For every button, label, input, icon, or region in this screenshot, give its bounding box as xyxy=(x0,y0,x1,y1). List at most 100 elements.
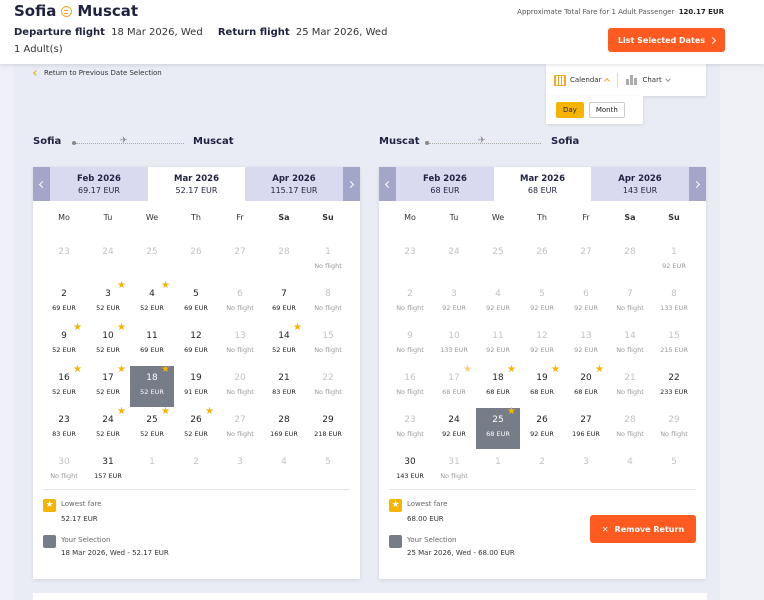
destination-city: Muscat xyxy=(77,2,139,20)
back-link[interactable]: Return to Previous Date Selection xyxy=(33,69,162,77)
day-number: 11 xyxy=(146,331,158,341)
day-cell[interactable]: 5 69 EUR xyxy=(174,282,218,323)
selected-day-cell[interactable]: 18 52 EUR ★ xyxy=(130,364,174,407)
month-tab-next[interactable]: Apr 2026 143 EUR xyxy=(591,167,689,201)
day-cell[interactable]: 30 143 EUR xyxy=(388,450,432,491)
day-number: 15 xyxy=(668,331,680,341)
day-number: 10 xyxy=(102,331,114,341)
day-cell[interactable]: 28 169 EUR xyxy=(262,408,306,449)
month-mode-button[interactable]: Month xyxy=(588,102,625,118)
view-switcher: Calendar Chart xyxy=(546,64,706,96)
day-price: 69 EUR xyxy=(272,304,296,312)
day-cell[interactable]: 25 52 EUR ★ xyxy=(130,406,174,449)
month-tab-current[interactable]: Mar 2026 68 EUR xyxy=(494,167,591,201)
weekday-header: Fr xyxy=(236,213,244,222)
day-price: 92 EUR xyxy=(442,304,466,312)
return-value: 25 Mar 2026, Wed xyxy=(295,27,388,38)
day-cell: 24 xyxy=(432,240,476,281)
day-cell[interactable]: 17 52 EUR ★ xyxy=(86,364,130,407)
day-cell[interactable]: 10 52 EUR ★ xyxy=(86,322,130,365)
day-cell[interactable]: 11 69 EUR xyxy=(130,324,174,365)
day-cell[interactable]: 24 92 EUR xyxy=(432,408,476,449)
day-cell[interactable]: 31 157 EUR xyxy=(86,450,130,491)
chart-view-option[interactable]: Chart xyxy=(618,75,677,85)
day-cell[interactable]: 20 68 EUR ★ xyxy=(564,364,608,407)
day-number: 26 xyxy=(536,415,548,425)
day-price: No flight xyxy=(314,388,342,396)
prev-month-button[interactable] xyxy=(379,167,396,201)
day-cell[interactable]: 22 233 EUR xyxy=(652,366,696,407)
day-number: 26 xyxy=(190,415,202,425)
day-cell[interactable]: 26 92 EUR xyxy=(520,408,564,449)
day-number: 19 xyxy=(536,373,548,383)
star-icon: ★ xyxy=(73,364,82,375)
day-cell[interactable]: 27 196 EUR xyxy=(564,408,608,449)
swap-icon[interactable] xyxy=(61,5,73,17)
day-number: 25 xyxy=(146,415,158,425)
day-number: 12 xyxy=(536,331,548,341)
day-price: 69 EUR xyxy=(184,346,208,354)
day-number: 1 xyxy=(325,247,331,257)
day-cell[interactable]: 23 83 EUR xyxy=(42,408,86,449)
day-cell[interactable]: 29 218 EUR xyxy=(306,408,350,449)
day-cell[interactable]: 16 52 EUR ★ xyxy=(42,364,86,407)
selection-label: Your Selection xyxy=(61,536,111,544)
day-cell[interactable]: 19 68 EUR ★ xyxy=(520,364,564,407)
day-price: No flight xyxy=(226,430,254,438)
day-cell[interactable]: 21 83 EUR xyxy=(262,366,306,407)
day-cell[interactable]: 19 91 EUR xyxy=(174,366,218,407)
day-cell[interactable]: 14 52 EUR ★ xyxy=(262,322,306,365)
weekday-header: Mo xyxy=(404,213,416,222)
prev-month-button[interactable] xyxy=(33,167,50,201)
day-cell[interactable]: 2 69 EUR xyxy=(42,282,86,323)
day-cell: 6 No flight xyxy=(218,282,262,323)
day-cell[interactable]: 26 52 EUR ★ xyxy=(174,406,218,449)
day-cell[interactable]: 18 68 EUR ★ xyxy=(476,364,520,407)
selected-day-cell[interactable]: 25 68 EUR ★ xyxy=(476,406,520,449)
day-number: 13 xyxy=(580,331,592,341)
month-name: Feb 2026 xyxy=(77,173,121,184)
day-cell: 29 No flight xyxy=(652,408,696,449)
day-cell: 13 92 EUR xyxy=(564,324,608,365)
route-dot xyxy=(425,141,429,145)
chevron-down-icon xyxy=(664,76,671,82)
day-cell: 4 92 EUR xyxy=(476,282,520,323)
day-number: 25 xyxy=(492,247,504,257)
day-number: 2 xyxy=(61,289,67,299)
day-number: 20 xyxy=(234,373,246,383)
month-name: Mar 2026 xyxy=(173,173,219,184)
day-cell: 15 No flight xyxy=(306,324,350,365)
day-number: 8 xyxy=(325,289,331,299)
next-month-button[interactable] xyxy=(689,167,706,201)
day-number: 24 xyxy=(448,247,460,257)
star-icon: ★ xyxy=(117,364,126,375)
day-cell[interactable]: 12 69 EUR xyxy=(174,324,218,365)
star-icon: ★ xyxy=(117,322,126,333)
month-tab-prev[interactable]: Feb 2026 69.17 EUR xyxy=(50,167,148,201)
list-button-label: List Selected Dates xyxy=(617,35,706,45)
month-name: Feb 2026 xyxy=(423,173,467,184)
month-tab-current[interactable]: Mar 2026 52.17 EUR xyxy=(148,167,245,201)
day-price: No flight xyxy=(396,430,424,438)
day-cell[interactable]: 24 52 EUR ★ xyxy=(86,406,130,449)
remove-return-button[interactable]: ✕ Remove Return xyxy=(590,515,696,543)
plane-icon: ✈ xyxy=(120,136,128,146)
day-cell: 22 No flight xyxy=(306,366,350,407)
day-cell[interactable]: 3 52 EUR ★ xyxy=(86,280,130,323)
next-month-button[interactable] xyxy=(343,167,360,201)
origin-city: Sofia xyxy=(14,2,57,20)
day-cell: 20 No flight xyxy=(218,366,262,407)
month-tab-next[interactable]: Apr 2026 115.17 EUR xyxy=(245,167,343,201)
list-selected-dates-button[interactable]: List Selected Dates xyxy=(608,28,725,52)
day-price: No flight xyxy=(226,304,254,312)
day-cell[interactable]: 7 69 EUR xyxy=(262,282,306,323)
day-mode-button[interactable]: Day xyxy=(556,102,584,118)
day-number: 5 xyxy=(539,289,545,299)
day-cell[interactable]: 9 52 EUR ★ xyxy=(42,322,86,365)
calendar-view-option[interactable]: Calendar xyxy=(546,74,617,86)
fare-label: Approximate Total Fare for 1 Adult Passe… xyxy=(517,8,675,16)
lowest-fare-label: Lowest fare xyxy=(61,500,102,508)
month-tab-prev[interactable]: Feb 2026 68 EUR xyxy=(396,167,494,201)
day-cell[interactable]: 4 52 EUR ★ xyxy=(130,280,174,323)
day-price: 52 EUR xyxy=(140,430,164,438)
